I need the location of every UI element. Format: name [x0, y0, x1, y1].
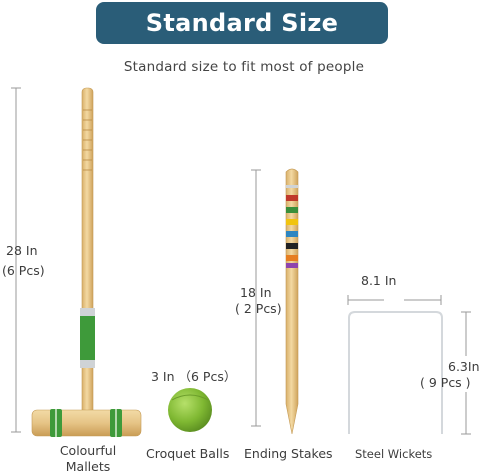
page-title: Standard Size: [145, 9, 339, 37]
croquet-ball-illustration: [168, 388, 212, 432]
ball-name-label: Croquet Balls: [146, 446, 230, 461]
subtitle: Standard size to fit most of people: [123, 59, 365, 75]
wicket-width-dimension-line: [347, 295, 442, 305]
mallet-length-label: 28 In: [6, 243, 38, 258]
wicket-height-dimension-line: [461, 311, 471, 435]
steel-wicket-illustration: [348, 311, 443, 434]
wicket-count-label: ( 9 Pcs ): [420, 375, 471, 390]
stake-dimension-line: [251, 169, 261, 427]
wicket-height-label: 6.3In: [448, 359, 480, 374]
ending-stake-illustration: [285, 168, 299, 435]
mallet-name-line1: Colourful: [59, 443, 117, 458]
ball-size-label: 3 In （6 Pcs）: [151, 369, 237, 384]
stake-name-label: Ending Stakes: [244, 446, 333, 461]
mallet-illustration: [31, 87, 142, 437]
mallet-name-line2: Mallets: [65, 459, 111, 474]
mallet-dimension-line: [11, 87, 21, 433]
wicket-name-label: Steel Wickets: [355, 447, 433, 461]
title-banner: Standard Size: [96, 2, 388, 44]
stake-length-label: 18 In: [240, 285, 272, 300]
mallet-count-label: (6 Pcs): [2, 263, 45, 278]
stake-count-label: ( 2 Pcs): [235, 301, 282, 316]
wicket-width-label: 8.1 In: [361, 273, 397, 288]
